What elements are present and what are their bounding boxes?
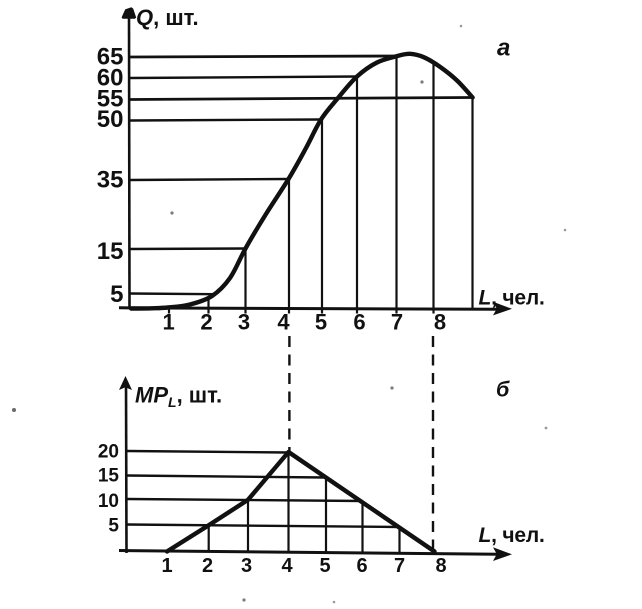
svg-text:Q, шт.: Q, шт. — [136, 5, 199, 30]
svg-text:5: 5 — [110, 281, 123, 308]
svg-text:5: 5 — [315, 310, 327, 335]
svg-text:7: 7 — [391, 310, 403, 335]
svg-text:б: б — [496, 378, 510, 402]
svg-text:4: 4 — [277, 310, 290, 335]
svg-text:2: 2 — [202, 555, 213, 577]
svg-text:3: 3 — [241, 555, 252, 577]
svg-text:6: 6 — [356, 555, 367, 577]
svg-text:15: 15 — [97, 238, 124, 265]
svg-text:8: 8 — [435, 555, 446, 577]
svg-text:1: 1 — [162, 310, 174, 335]
svg-text:6: 6 — [353, 310, 365, 335]
svg-text:MPL, шт.: MPL, шт. — [135, 383, 222, 411]
svg-text:3: 3 — [238, 310, 250, 335]
svg-text:8: 8 — [434, 310, 446, 335]
svg-text:L, чел.: L, чел. — [479, 287, 545, 310]
svg-text:4: 4 — [281, 555, 293, 577]
svg-text:35: 35 — [97, 167, 124, 194]
svg-text:L, чел.: L, чел. — [479, 524, 545, 547]
svg-text:60: 60 — [97, 65, 124, 92]
svg-text:5: 5 — [108, 516, 119, 537]
svg-text:55: 55 — [97, 85, 124, 112]
svg-text:2: 2 — [200, 310, 212, 335]
svg-text:15: 15 — [98, 465, 120, 486]
svg-text:10: 10 — [98, 491, 119, 512]
svg-text:50: 50 — [97, 106, 124, 133]
svg-text:20: 20 — [98, 442, 119, 463]
svg-text:65: 65 — [97, 43, 124, 70]
svg-text:7: 7 — [394, 555, 405, 577]
svg-text:1: 1 — [161, 555, 172, 577]
svg-text:а: а — [497, 35, 510, 62]
svg-text:5: 5 — [319, 555, 330, 577]
